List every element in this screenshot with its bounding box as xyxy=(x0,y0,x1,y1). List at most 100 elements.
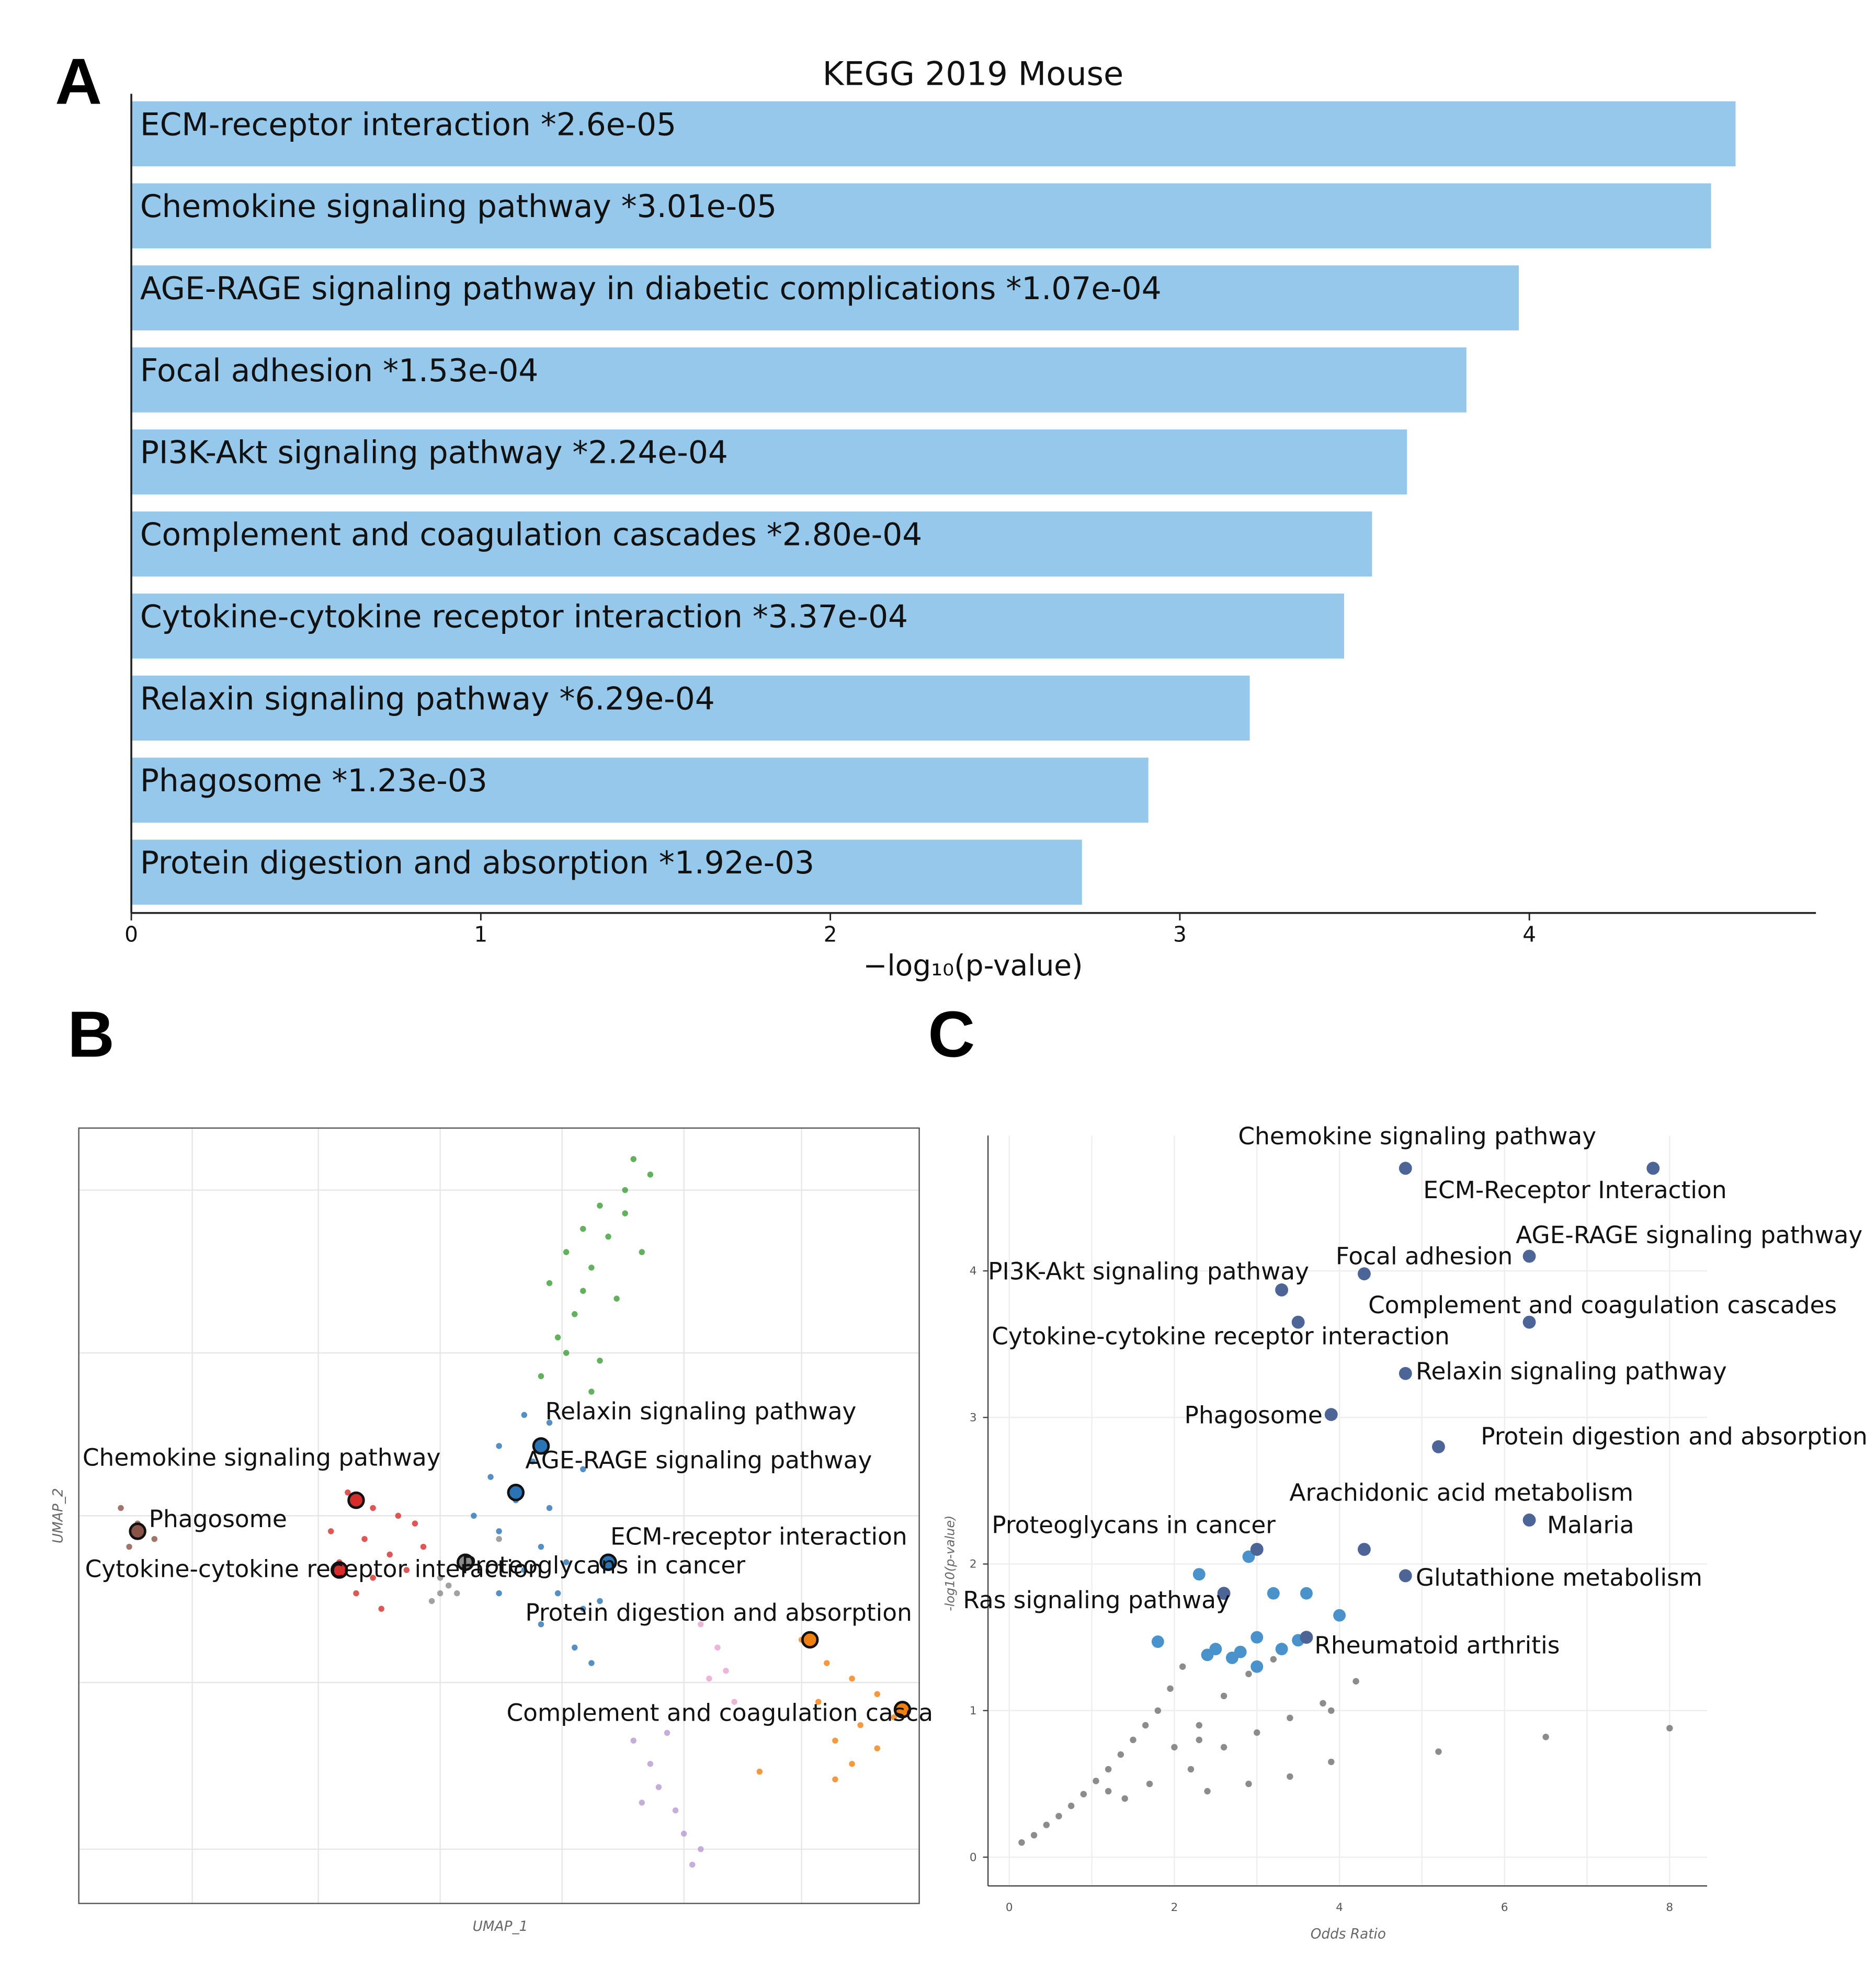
cluster-point-blue xyxy=(496,1528,502,1534)
point-label: Chemokine signaling pathway xyxy=(1238,1122,1596,1150)
x-axis-label: UMAP_1 xyxy=(473,1919,528,1935)
cluster-point-blue xyxy=(588,1660,595,1666)
x-tick-label: 0 xyxy=(124,922,138,947)
x-tick-label: 2 xyxy=(824,922,837,947)
nonsignificant-point xyxy=(1196,1722,1202,1729)
cluster-point-gray xyxy=(437,1575,444,1581)
cluster-point-blue xyxy=(529,1458,536,1465)
cluster-point-red xyxy=(386,1551,393,1558)
bar xyxy=(131,511,1372,577)
bar-chart-kegg: KEGG 2019 Mouse ECM-receptor interaction… xyxy=(124,55,1816,982)
highlight-point xyxy=(893,1701,912,1719)
labeled-point xyxy=(1399,1367,1412,1380)
y-tick-label: 1 xyxy=(970,1704,977,1717)
cluster-point-pink xyxy=(706,1675,712,1682)
nonsignificant-point xyxy=(1030,1832,1038,1839)
highlight-label: Phagosome xyxy=(149,1505,287,1533)
nonsignificant-point xyxy=(1245,1780,1252,1788)
cluster-point-red xyxy=(412,1520,418,1527)
bar-label: Complement and coagulation cascades *2.8… xyxy=(140,517,922,553)
umap-plot: Relaxin signaling pathway AGE-RAGE signal… xyxy=(51,1127,932,1935)
nonsignificant-point xyxy=(1167,1685,1174,1692)
plot-frame xyxy=(78,1127,920,1904)
cluster-point-blue xyxy=(597,1598,603,1605)
highlight-label: Chemokine signaling pathway xyxy=(83,1444,441,1472)
nonsignificant-point xyxy=(1220,1744,1227,1751)
x-axis-label: −log₁₀(p-value) xyxy=(863,949,1083,982)
cluster-point-green xyxy=(597,1202,603,1209)
panel-label-a: A xyxy=(55,46,103,119)
cluster-point-green xyxy=(572,1311,578,1317)
labeled-point xyxy=(1646,1162,1660,1175)
significant-point xyxy=(1250,1660,1264,1673)
bar-label: AGE-RAGE signaling pathway in diabetic c… xyxy=(140,271,1162,307)
nonsignificant-point xyxy=(1245,1670,1252,1677)
nonsignificant-point xyxy=(1287,1773,1293,1780)
significant-point xyxy=(1300,1587,1313,1600)
highlight-point xyxy=(129,1522,146,1540)
point-label: Glutathione metabolism xyxy=(1416,1564,1702,1591)
bar xyxy=(131,265,1519,331)
cluster-point-purple xyxy=(689,1861,696,1868)
labeled-point xyxy=(1399,1162,1412,1175)
labeled-point xyxy=(1291,1315,1305,1329)
x-tick-label: 0 xyxy=(1006,1901,1013,1914)
chart-title: KEGG 2019 Mouse xyxy=(823,55,1124,93)
cluster-point-orange xyxy=(815,1699,822,1705)
significant-point xyxy=(1333,1609,1346,1622)
bar xyxy=(131,675,1250,741)
point-label: PI3K-Akt signaling pathway xyxy=(988,1257,1309,1285)
labeled-point xyxy=(1357,1267,1371,1281)
cluster-point-brown xyxy=(118,1505,124,1511)
cluster-point-blue xyxy=(580,1606,586,1612)
cluster-point-green xyxy=(647,1171,654,1178)
cluster-point-green xyxy=(630,1156,636,1162)
highlight-point xyxy=(457,1553,474,1571)
y-tick-label: 0 xyxy=(970,1851,977,1864)
point-label: Arachidonic acid metabolism xyxy=(1289,1479,1633,1507)
bar-label: Relaxin signaling pathway *6.29e-04 xyxy=(140,681,715,717)
bar xyxy=(131,347,1466,413)
cluster-point-green xyxy=(563,1350,570,1356)
cluster-point-orange xyxy=(756,1768,763,1775)
point-label: Malaria xyxy=(1547,1511,1634,1539)
x-tick-label: 4 xyxy=(1522,922,1536,947)
nonsignificant-point xyxy=(1055,1813,1062,1819)
cluster-point-purple xyxy=(655,1784,662,1790)
cluster-point-orange xyxy=(874,1691,880,1697)
cluster-point-blue xyxy=(538,1621,544,1628)
cluster-point-green xyxy=(605,1233,611,1240)
x-tick-label: 4 xyxy=(1336,1901,1343,1914)
nonsignificant-point xyxy=(1320,1700,1326,1707)
highlight-label: AGE-RAGE signaling pathway xyxy=(525,1446,872,1474)
y-axis-label: -log10(p-value) xyxy=(943,1516,958,1611)
x-axis-label: Odds Ratio xyxy=(1311,1927,1386,1942)
cluster-point-brown xyxy=(126,1543,132,1550)
cluster-point-red xyxy=(378,1606,384,1612)
cluster-point-purple xyxy=(639,1800,645,1806)
cluster-point-green xyxy=(597,1357,603,1364)
nonsignificant-point xyxy=(1352,1678,1359,1685)
bar-label: Phagosome *1.23e-03 xyxy=(140,763,487,799)
cluster-point-green xyxy=(580,1225,586,1232)
labeled-point xyxy=(1399,1569,1412,1583)
bar-label: ECM-receptor interaction *2.6e-05 xyxy=(140,107,676,143)
x-tick-label: 1 xyxy=(474,922,487,947)
point-label: Ras signaling pathway xyxy=(963,1586,1230,1614)
y-tick-label: 2 xyxy=(970,1558,977,1571)
cluster-point-blue xyxy=(580,1466,586,1473)
cluster-point-red xyxy=(345,1489,351,1496)
cluster-point-red xyxy=(327,1528,334,1534)
cluster-point-brown xyxy=(151,1535,158,1542)
cluster-point-blue xyxy=(563,1559,570,1565)
cluster-point-blue xyxy=(554,1590,561,1597)
cluster-point-orange xyxy=(874,1745,880,1751)
point-label: Proteoglycans in cancer xyxy=(992,1511,1276,1539)
cluster-point-gray xyxy=(496,1535,502,1542)
cluster-point-pink xyxy=(698,1621,704,1628)
nonsignificant-point xyxy=(1105,1766,1112,1773)
cluster-point-purple xyxy=(680,1830,687,1837)
point-label: Phagosome xyxy=(1185,1401,1323,1429)
cluster-point-green xyxy=(554,1334,561,1340)
labeled-point xyxy=(1522,1249,1536,1263)
